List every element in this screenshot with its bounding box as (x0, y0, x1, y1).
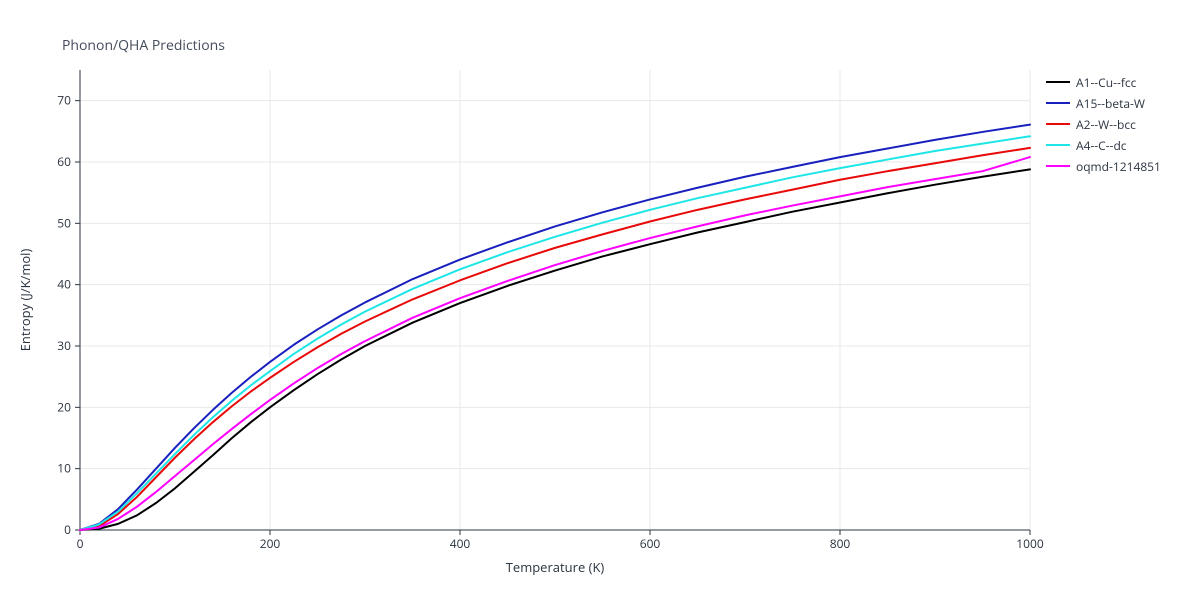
y-tick-label: 50 (57, 214, 71, 231)
y-axis-label: Entropy (J/K/mol) (16, 249, 34, 352)
x-tick-label: 1000 (1016, 535, 1044, 552)
x-axis-label: Temperature (K) (506, 558, 605, 576)
y-tick-label: 20 (57, 398, 71, 415)
legend-item[interactable]: A15--beta-W (1046, 93, 1161, 113)
series-line (80, 157, 1030, 530)
legend-label: A4--C--dc (1076, 137, 1127, 154)
x-tick-label: 600 (640, 535, 661, 552)
legend-swatch (1046, 165, 1070, 167)
series-line (80, 136, 1030, 530)
x-tick-label: 400 (450, 535, 471, 552)
legend-label: A1--Cu--fcc (1076, 74, 1136, 91)
legend: A1--Cu--fcc A15--beta-W A2--W--bcc A4--C--d… (1046, 72, 1161, 177)
legend-swatch (1046, 123, 1070, 125)
y-tick-label: 70 (57, 92, 71, 109)
chart-container: Phonon/QHA Predictions 02004006008001000… (0, 0, 1200, 600)
x-tick-label: 800 (830, 535, 851, 552)
legend-item[interactable]: A4--C--dc (1046, 135, 1161, 155)
series-line (80, 148, 1030, 530)
legend-swatch (1046, 81, 1070, 83)
y-tick-label: 40 (57, 276, 71, 293)
legend-item[interactable]: A1--Cu--fcc (1046, 72, 1161, 92)
y-tick-label: 30 (57, 337, 71, 354)
y-tick-label: 0 (64, 521, 71, 538)
legend-item[interactable]: A2--W--bcc (1046, 114, 1161, 134)
legend-label: A2--W--bcc (1076, 116, 1136, 133)
legend-item[interactable]: oqmd-1214851 (1046, 156, 1161, 176)
legend-swatch (1046, 144, 1070, 146)
legend-label: oqmd-1214851 (1076, 158, 1161, 175)
legend-label: A15--beta-W (1076, 95, 1145, 112)
legend-swatch (1046, 102, 1070, 104)
entropy-chart: 0 200 400 600 800 1000 0 10 20 30 40 50 60 70 Temperat… (0, 0, 1200, 600)
y-tick-label: 60 (57, 153, 71, 170)
chart-title: Phonon/QHA Predictions (62, 36, 225, 55)
x-tick-label: 200 (260, 535, 281, 552)
y-tick-label: 10 (57, 460, 71, 477)
series-line (80, 125, 1030, 530)
x-tick-label: 0 (77, 535, 84, 552)
